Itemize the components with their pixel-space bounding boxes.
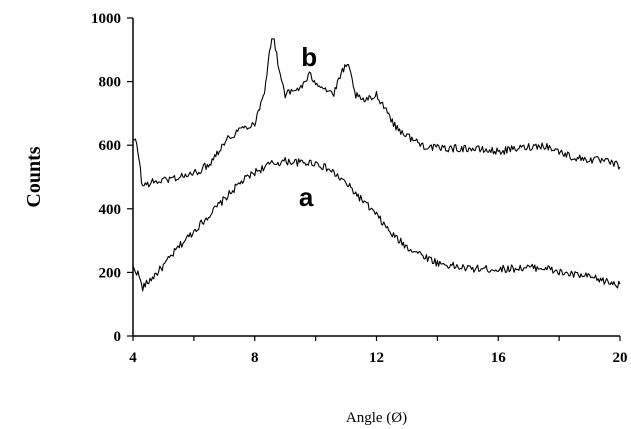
- chart-series: [132, 38, 621, 292]
- y-tick-label: 600: [99, 138, 122, 154]
- chart-ticks: 0 200 400 600 800 1000 4 8 12 16 20: [91, 11, 628, 366]
- x-tick-label: 16: [491, 350, 507, 366]
- series-label-b: b: [301, 42, 317, 72]
- y-tick-label: 800: [99, 75, 122, 91]
- chart-labels: ba: [299, 42, 317, 212]
- series-line-b: [132, 38, 621, 188]
- x-axis-title: Angle (Ø): [346, 410, 407, 426]
- y-axis-title: Counts: [23, 146, 45, 207]
- x-tick-label: 20: [613, 350, 628, 366]
- x-tick-label: 12: [369, 350, 384, 366]
- series-line-a: [132, 156, 621, 292]
- y-tick-label: 200: [99, 265, 122, 281]
- y-tick-label: 400: [99, 202, 122, 218]
- y-tick-label: 1000: [91, 11, 121, 27]
- y-tick-label: 0: [114, 329, 122, 345]
- chart-axes: [132, 18, 620, 337]
- x-tick-label: 8: [251, 350, 259, 366]
- series-label-a: a: [299, 182, 314, 212]
- x-tick-label: 4: [129, 350, 137, 366]
